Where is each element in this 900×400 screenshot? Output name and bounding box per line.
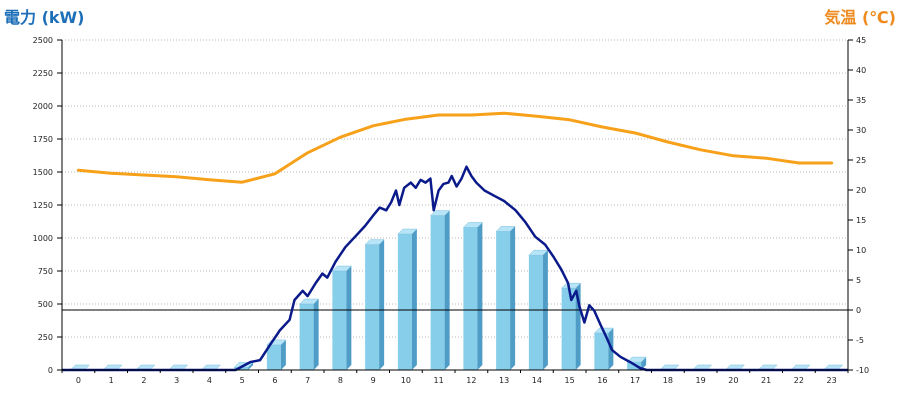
x-tick-label: 2 [141,376,146,385]
power-line [62,165,848,372]
bar-top [299,298,320,305]
right-tick-label: 0 [856,306,861,315]
x-tick-label: 11 [434,376,444,385]
bar-side [641,357,647,370]
bar-top [364,239,385,245]
left-tick-label: 2250 [33,69,53,78]
bar-side [444,210,450,370]
bar-hour-13 [495,226,516,370]
left-tick-label: 750 [38,267,53,276]
right-tick-label: 10 [856,246,866,255]
bar-top [495,226,516,232]
right-tick-label: 25 [856,156,866,165]
x-tick-label: 8 [338,376,343,385]
bar-hour-9 [364,239,385,370]
bar-front [627,362,642,370]
bar-top [561,282,582,289]
x-tick-label: 0 [76,376,81,385]
left-tick-label: 0 [48,366,53,375]
bar-front [365,244,380,370]
bar-series [69,210,844,371]
x-tick-label: 13 [499,376,509,385]
bar-hour-8 [331,265,352,370]
bar-top [397,228,418,235]
right-tick-label: 5 [856,276,861,285]
bar-front [397,234,412,370]
bar-front [561,288,576,370]
left-tick-label: 1500 [33,168,53,177]
bar-side [248,362,254,370]
x-tick-label: 3 [174,376,179,385]
bar-hour-10 [397,228,418,370]
right-tick-label: 20 [856,186,866,195]
x-tick-label: 4 [207,376,212,385]
line-series [62,111,848,372]
right-tick-label: 45 [856,36,866,45]
bar-hour-6 [266,339,287,370]
x-tick-label: 17 [630,376,640,385]
left-tick-label: 500 [38,300,53,309]
x-tick-label: 12 [466,376,476,385]
bar-side [346,266,352,370]
x-tick-label: 16 [597,376,607,385]
x-tick-label: 1 [109,376,114,385]
bar-side [510,226,516,370]
x-tick-label: 21 [761,376,771,385]
right-tick-label: 15 [856,216,866,225]
bar-side [379,239,385,370]
bar-front [332,271,347,370]
temperature-line [76,111,834,184]
bar-front [234,367,249,370]
bar-side [411,229,417,370]
x-tick-label: 20 [728,376,738,385]
right-tick-label: 35 [856,96,866,105]
x-tick-label: 15 [565,376,575,385]
left-axis-title: 電力 (kW) [4,8,85,27]
bar-side [477,222,483,370]
x-tick-label: 6 [272,376,277,385]
right-tick-label: -10 [856,366,869,375]
left-tick-label: 1000 [33,234,53,243]
bar-front [528,255,543,370]
gridlines [62,39,848,338]
axes: 02505007501000125015001750200022502500-1… [33,36,869,385]
bar-side [313,299,319,370]
bar-hour-7 [299,298,320,370]
bar-front [430,215,445,370]
bar-top [430,210,451,216]
x-tick-label: 9 [371,376,376,385]
right-tick-label: -5 [856,336,864,345]
bar-front [496,231,511,370]
bar-front [266,344,281,370]
x-tick-label: 5 [240,376,245,385]
left-tick-label: 1750 [33,135,53,144]
right-axis-title: 気温 (℃) [824,8,896,27]
bar-side [280,339,286,370]
bar-top [626,356,647,363]
left-tick-label: 2000 [33,102,53,111]
right-tick-label: 40 [856,66,866,75]
x-tick-label: 23 [827,376,837,385]
bar-hour-17 [626,356,647,370]
left-tick-label: 1250 [33,201,53,210]
x-tick-label: 14 [532,376,542,385]
bar-top [331,265,352,272]
x-tick-label: 10 [401,376,411,385]
bar-hour-12 [462,222,483,370]
left-tick-label: 250 [38,333,53,342]
bar-hour-11 [430,210,451,370]
left-tick-label: 2500 [33,36,53,45]
x-tick-label: 7 [305,376,310,385]
bar-front [299,304,314,370]
bar-top [462,222,483,228]
bar-front [594,333,609,370]
x-tick-label: 18 [663,376,673,385]
right-tick-label: 30 [856,126,866,135]
bar-hour-16 [593,327,614,370]
x-tick-label: 22 [794,376,804,385]
x-tick-label: 19 [696,376,706,385]
bar-front [463,227,478,370]
